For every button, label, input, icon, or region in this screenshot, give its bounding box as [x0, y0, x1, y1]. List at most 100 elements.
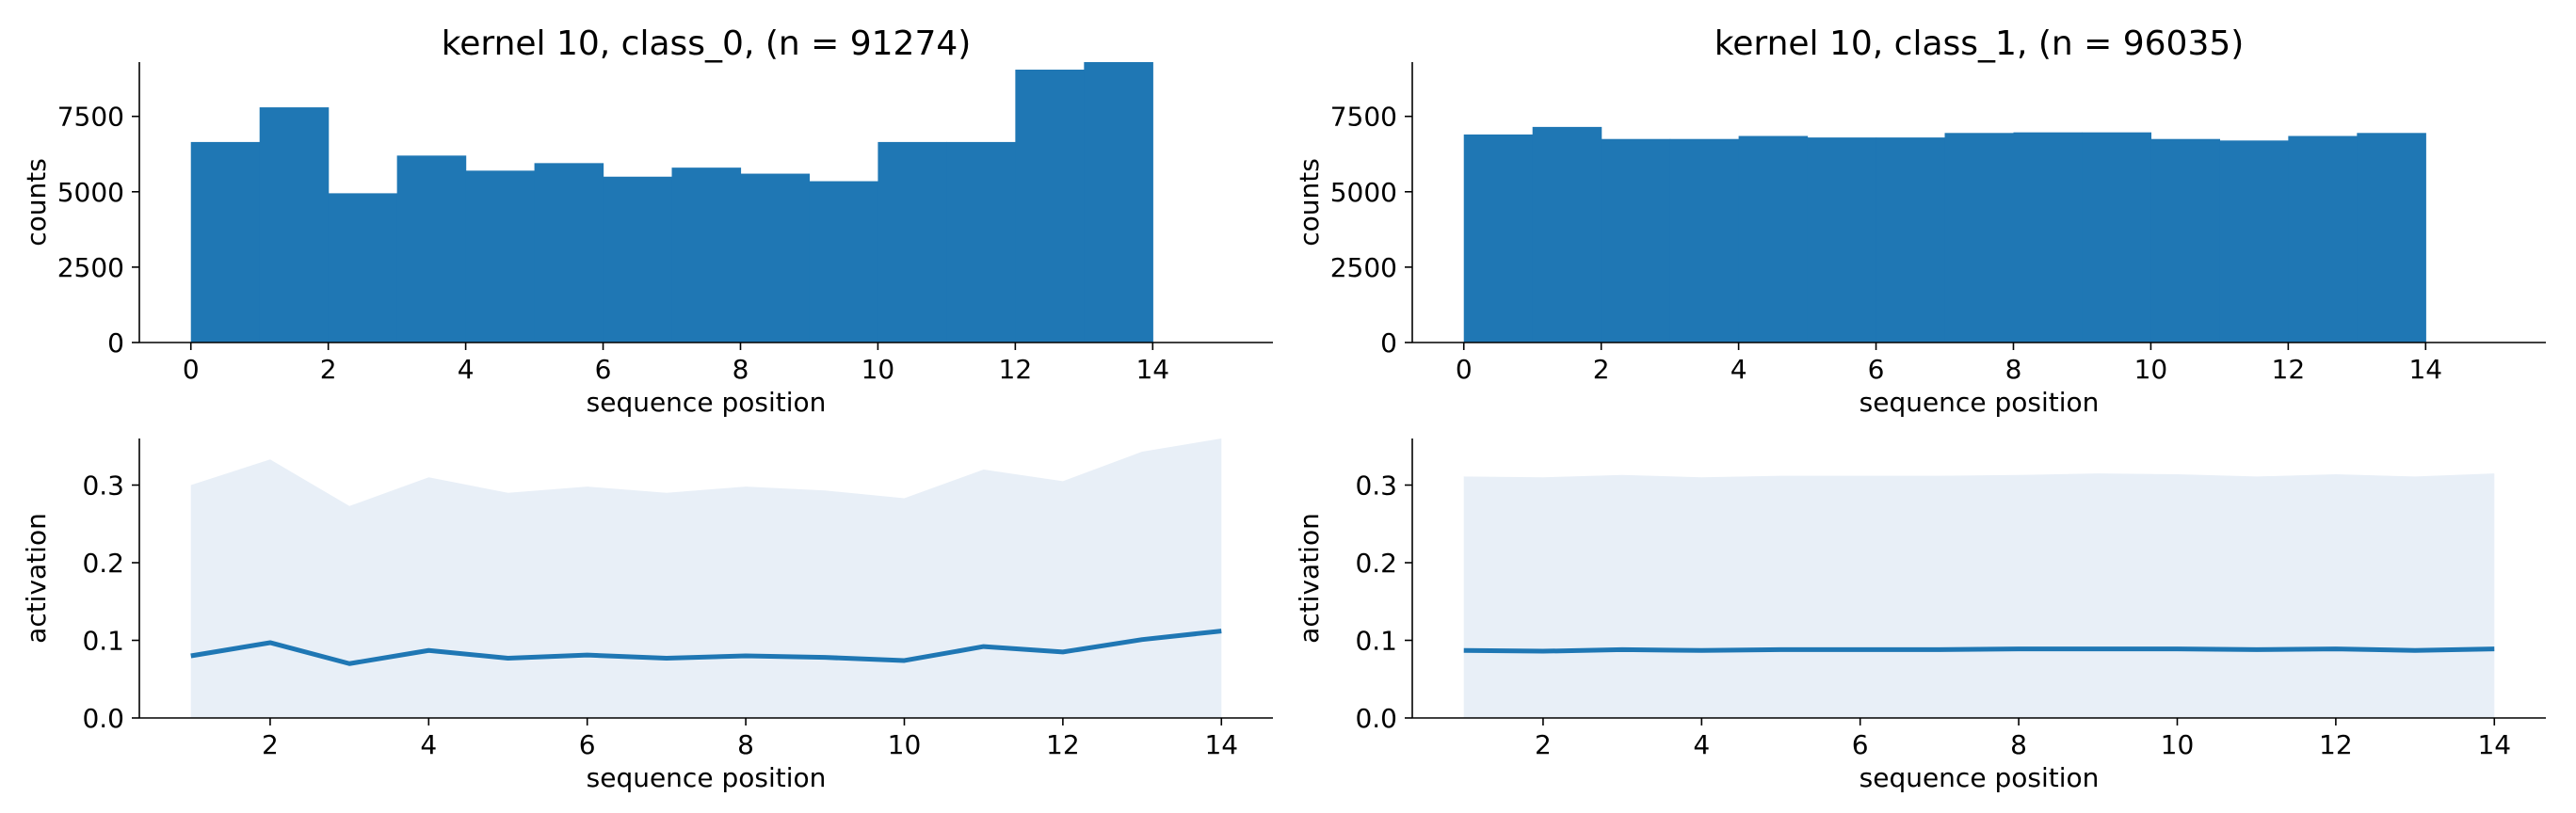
x-tick-label: 6: [1868, 354, 1885, 385]
panel-class1-activation: 2 4 6 8 10 12 14 0.0 0.1 0.2 0.3 sequence positio…: [1294, 438, 2546, 793]
histogram-bar: [2082, 132, 2152, 343]
x-ticks: 2 4 6 8 10 12 14: [262, 718, 1238, 760]
bars-group: [1463, 126, 2426, 343]
histogram-bar: [2288, 136, 2358, 343]
x-ticks: 0 2 4 6 8 10 12 14: [183, 343, 1169, 385]
x-tick-label: 6: [579, 729, 596, 760]
area-group: [1463, 473, 2495, 718]
x-tick-label: 10: [888, 729, 922, 760]
x-axis-label: sequence position: [1860, 762, 2100, 793]
histogram-bar: [740, 173, 811, 343]
histogram-bar: [2357, 133, 2426, 343]
x-tick-label: 14: [2408, 354, 2442, 385]
y-axis-label: counts: [21, 158, 52, 247]
y-axis-label: activation: [21, 513, 52, 644]
x-axis-label: sequence position: [1860, 387, 2100, 418]
histogram-bar: [809, 181, 879, 343]
x-tick-label: 8: [733, 354, 749, 385]
x-tick-label: 12: [2319, 729, 2353, 760]
histogram-bar: [1463, 134, 1534, 343]
x-tick-label: 10: [861, 354, 895, 385]
y-tick-label: 0.3: [82, 470, 124, 502]
histogram-bar: [465, 170, 536, 343]
y-axis-label: counts: [1294, 158, 1325, 247]
x-ticks: 2 4 6 8 10 12 14: [1535, 718, 2511, 760]
histogram-bar: [671, 167, 742, 343]
histogram-bar: [946, 141, 1016, 343]
x-tick-label: 2: [1593, 354, 1610, 385]
y-tick-label: 0: [1380, 327, 1397, 359]
x-tick-label: 4: [458, 354, 475, 385]
x-tick-label: 10: [2134, 354, 2168, 385]
x-tick-label: 8: [2010, 729, 2027, 760]
y-axis-label: activation: [1294, 513, 1325, 644]
histogram-bar: [1532, 126, 1602, 343]
histogram-bar: [1084, 62, 1153, 343]
histogram-bar: [603, 176, 673, 343]
y-tick-label: 7500: [57, 102, 124, 133]
histogram-bar: [2150, 138, 2220, 343]
x-tick-label: 12: [999, 354, 1033, 385]
y-ticks: 0.0 0.1 0.2 0.3: [82, 470, 139, 734]
histogram-bar: [534, 163, 604, 343]
x-tick-label: 6: [1852, 729, 1869, 760]
x-tick-label: 10: [2161, 729, 2195, 760]
x-tick-label: 8: [2005, 354, 2022, 385]
panel-class0-histogram: kernel 10, class_0, (n = 91274) 0 2 4 6 8 10 1…: [21, 24, 1273, 418]
x-tick-label: 2: [262, 729, 279, 760]
mean-activation-line: [190, 629, 1222, 666]
y-ticks: 0 2500 5000 7500: [57, 102, 139, 359]
x-tick-label: 12: [2272, 354, 2306, 385]
y-tick-label: 0.1: [1355, 626, 1397, 657]
y-tick-label: 5000: [57, 177, 124, 208]
histogram-bar: [328, 193, 398, 343]
histogram-bar: [259, 107, 330, 343]
histogram-bar: [1738, 136, 1809, 343]
x-tick-label: 0: [183, 354, 200, 385]
y-tick-label: 0.2: [1355, 548, 1397, 579]
area-group: [190, 438, 1222, 718]
x-axis-label: sequence position: [587, 387, 827, 418]
chart-title: kernel 10, class_1, (n = 96035): [1715, 24, 2245, 63]
y-ticks: 0.0 0.1 0.2 0.3: [1355, 470, 1412, 734]
x-tick-label: 0: [1456, 354, 1473, 385]
histogram-bar: [1807, 137, 1877, 343]
y-tick-label: 0.1: [82, 626, 124, 657]
histogram-bar: [396, 155, 467, 343]
y-tick-label: 0: [107, 327, 124, 359]
mean-activation-line: [1463, 646, 2495, 654]
histogram-bar: [1015, 70, 1085, 343]
y-tick-label: 2500: [1330, 252, 1397, 283]
y-tick-label: 0.0: [1355, 703, 1397, 734]
x-axis-label: sequence position: [587, 762, 827, 793]
x-tick-label: 4: [420, 729, 437, 760]
panel-class0-activation: 2 4 6 8 10 12 14 0.0 0.1 0.2 0.3 sequence positio…: [21, 438, 1273, 793]
y-tick-label: 0.2: [82, 548, 124, 579]
x-tick-label: 6: [595, 354, 612, 385]
x-tick-label: 12: [1046, 729, 1080, 760]
histogram-bar: [1944, 133, 2015, 343]
histogram-bar: [2219, 140, 2289, 343]
histogram-bar: [2013, 132, 2084, 343]
x-tick-label: 8: [737, 729, 754, 760]
histogram-bar: [1601, 138, 1671, 343]
panel-class1-histogram: kernel 10, class_1, (n = 96035) 0 2 4 6 8 10 1…: [1294, 24, 2546, 418]
x-tick-label: 14: [1204, 729, 1238, 760]
histogram-bar: [1876, 137, 1946, 343]
y-ticks: 0 2500 5000 7500: [1330, 102, 1412, 359]
chart-title: kernel 10, class_0, (n = 91274): [442, 24, 972, 63]
histogram-bar: [877, 141, 947, 343]
y-tick-label: 0.3: [1355, 470, 1397, 502]
x-tick-label: 4: [1693, 729, 1710, 760]
x-tick-label: 4: [1731, 354, 1747, 385]
activation-band: [1463, 473, 2495, 718]
x-tick-label: 2: [1535, 729, 1552, 760]
x-tick-label: 14: [2477, 729, 2511, 760]
x-tick-label: 2: [320, 354, 337, 385]
x-tick-label: 14: [1135, 354, 1169, 385]
y-tick-label: 2500: [57, 252, 124, 283]
y-tick-label: 0.0: [82, 703, 124, 734]
y-tick-label: 7500: [1330, 102, 1397, 133]
histogram-bar: [1669, 138, 1740, 343]
